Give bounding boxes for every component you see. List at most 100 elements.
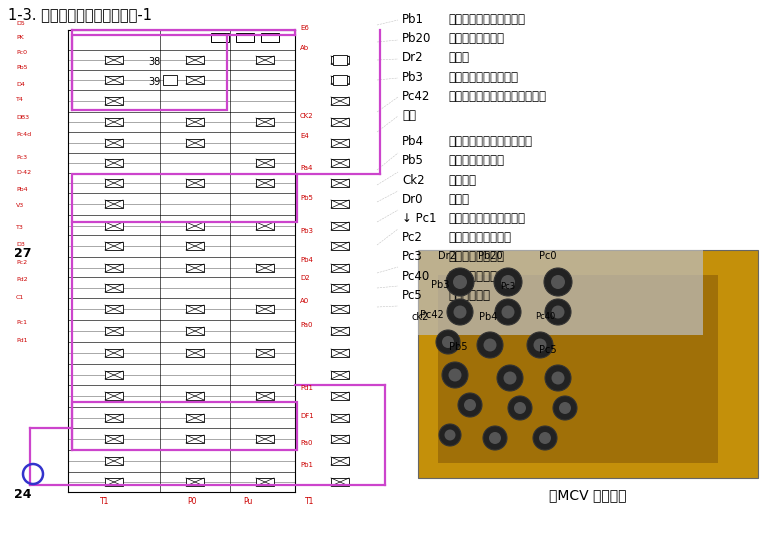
Text: 大臂下降先导油口: 大臂下降先导油口 (448, 32, 504, 45)
Text: A0: A0 (300, 298, 309, 304)
Text: E6: E6 (300, 25, 309, 31)
Text: C1: C1 (16, 295, 24, 300)
Bar (211, 33, 229, 42)
Circle shape (553, 396, 577, 420)
Text: Pa4: Pa4 (300, 165, 312, 171)
Text: Pc40: Pc40 (535, 312, 555, 321)
Text: DF1: DF1 (300, 413, 314, 419)
Text: CK2: CK2 (300, 113, 314, 119)
Circle shape (559, 402, 571, 414)
Text: 选用先导油口: 选用先导油口 (448, 289, 490, 302)
Bar (331, 118, 349, 126)
Bar (331, 76, 349, 84)
Bar (105, 284, 123, 292)
Circle shape (501, 275, 515, 289)
Text: E4: E4 (300, 133, 309, 139)
Text: Ab: Ab (300, 45, 309, 51)
Bar (331, 139, 349, 147)
Text: Pc5: Pc5 (402, 289, 423, 302)
Bar (418, 250, 758, 478)
Text: Pc2: Pc2 (16, 260, 27, 265)
Circle shape (489, 432, 501, 444)
Text: 小臂向里流量再生切断信号选择: 小臂向里流量再生切断信号选择 (448, 90, 546, 103)
Circle shape (436, 330, 460, 354)
Text: T1: T1 (305, 497, 314, 506)
Circle shape (483, 426, 507, 450)
Bar (256, 159, 274, 167)
Bar (105, 118, 123, 126)
Circle shape (533, 426, 557, 450)
Circle shape (458, 393, 482, 417)
Text: Pb4: Pb4 (402, 135, 424, 148)
Text: Pb1: Pb1 (402, 13, 424, 26)
Text: 27: 27 (14, 247, 31, 260)
Text: Pb1: Pb1 (300, 462, 313, 468)
Text: Dr2: Dr2 (438, 251, 456, 261)
Bar (256, 264, 274, 272)
Text: Pb5: Pb5 (448, 342, 467, 352)
Bar (105, 327, 123, 335)
Circle shape (446, 268, 474, 296)
Bar (105, 200, 123, 208)
Text: 小臂向里合流先导油口: 小臂向里合流先导油口 (448, 71, 518, 84)
Bar (418, 250, 703, 335)
Text: （MCV 하단부）: （MCV 하단부） (549, 488, 627, 502)
Bar (105, 264, 123, 272)
Bar (105, 97, 123, 105)
Bar (105, 139, 123, 147)
Circle shape (539, 432, 551, 444)
Bar (105, 179, 123, 187)
Text: Pu: Pu (243, 497, 253, 506)
Bar (72, 402, 297, 450)
Bar (186, 118, 204, 126)
Bar (105, 457, 123, 465)
Text: 小臂向里流量再生切断油口: 小臂向里流量再生切断油口 (448, 135, 532, 148)
Circle shape (442, 336, 454, 348)
Circle shape (534, 339, 547, 352)
Text: Pc3: Pc3 (501, 282, 516, 291)
Bar (186, 222, 204, 230)
Text: T1: T1 (101, 497, 110, 506)
Text: Pc3: Pc3 (16, 155, 27, 160)
Text: Pc0: Pc0 (16, 50, 27, 55)
Circle shape (477, 332, 503, 358)
Text: P0: P0 (187, 497, 197, 506)
Bar (256, 305, 274, 313)
Text: Pc40: Pc40 (402, 269, 431, 282)
Bar (331, 222, 349, 230)
Text: ck2: ck2 (411, 312, 429, 322)
Text: 铲斗合流: 铲斗合流 (448, 173, 476, 187)
Text: Pd1: Pd1 (16, 338, 27, 343)
Circle shape (453, 306, 466, 319)
Bar (438, 275, 718, 463)
Text: T3: T3 (16, 225, 24, 230)
Bar (186, 478, 204, 486)
Bar (105, 349, 123, 357)
Circle shape (495, 299, 521, 325)
Circle shape (442, 362, 468, 388)
Bar (256, 435, 274, 443)
Bar (186, 435, 204, 443)
Text: DB3: DB3 (16, 115, 29, 120)
Bar (256, 478, 274, 486)
Text: V3: V3 (16, 203, 24, 208)
Circle shape (551, 372, 565, 384)
Bar (105, 159, 123, 167)
Bar (186, 414, 204, 422)
Bar (331, 200, 349, 208)
Bar (105, 435, 123, 443)
Circle shape (445, 429, 456, 441)
Circle shape (504, 372, 516, 384)
Bar (333, 55, 347, 65)
Text: D2: D2 (300, 275, 310, 281)
Circle shape (502, 306, 515, 319)
Bar (331, 392, 349, 400)
Text: Pb20: Pb20 (477, 251, 502, 261)
Text: Pc42: Pc42 (402, 90, 431, 103)
Text: Pb4: Pb4 (300, 257, 313, 263)
Text: Pa0: Pa0 (300, 322, 313, 328)
Bar (105, 414, 123, 422)
Bar (256, 392, 274, 400)
Bar (256, 118, 274, 126)
Bar (186, 327, 204, 335)
